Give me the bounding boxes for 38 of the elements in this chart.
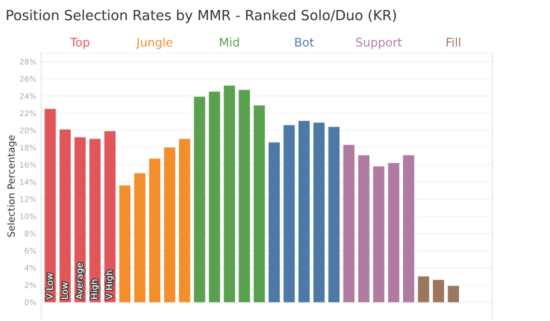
bar — [164, 148, 176, 302]
text: Mid — [220, 38, 239, 47]
x-tick-label: Low — [61, 282, 68, 299]
bar — [358, 155, 370, 302]
text: Jungle — [136, 38, 172, 49]
x-tick-label: Average — [76, 263, 84, 300]
bar — [194, 96, 206, 302]
x-tick-label: V Low — [46, 273, 53, 300]
bar — [149, 158, 160, 302]
bar — [119, 185, 130, 302]
bar — [284, 125, 295, 302]
text: Fill — [446, 38, 460, 47]
text: Bot — [295, 38, 314, 47]
bar — [313, 122, 325, 302]
chart-title: Position Selection Rates by MMR - Ranked Solo/Duo (KR) — [6, 10, 396, 24]
text: Support — [356, 38, 402, 49]
x-tick-label: High — [90, 280, 100, 299]
bar — [403, 155, 414, 302]
bar — [448, 286, 460, 302]
bar — [254, 105, 265, 302]
bar — [134, 173, 146, 302]
bar — [418, 276, 430, 302]
bar — [224, 86, 236, 302]
bar — [179, 138, 190, 302]
bar — [328, 126, 340, 302]
bar — [388, 162, 400, 302]
bar — [268, 142, 280, 302]
bar — [298, 120, 310, 302]
text: Top — [70, 38, 90, 49]
bar — [60, 129, 71, 302]
bar — [208, 92, 220, 302]
bar — [373, 166, 384, 302]
bar — [343, 144, 354, 302]
x-tick-label: V High — [106, 270, 114, 300]
bar — [238, 90, 250, 302]
y-axis-title: Selection Percentage — [7, 135, 17, 237]
bar — [44, 108, 56, 302]
bar — [432, 280, 444, 302]
